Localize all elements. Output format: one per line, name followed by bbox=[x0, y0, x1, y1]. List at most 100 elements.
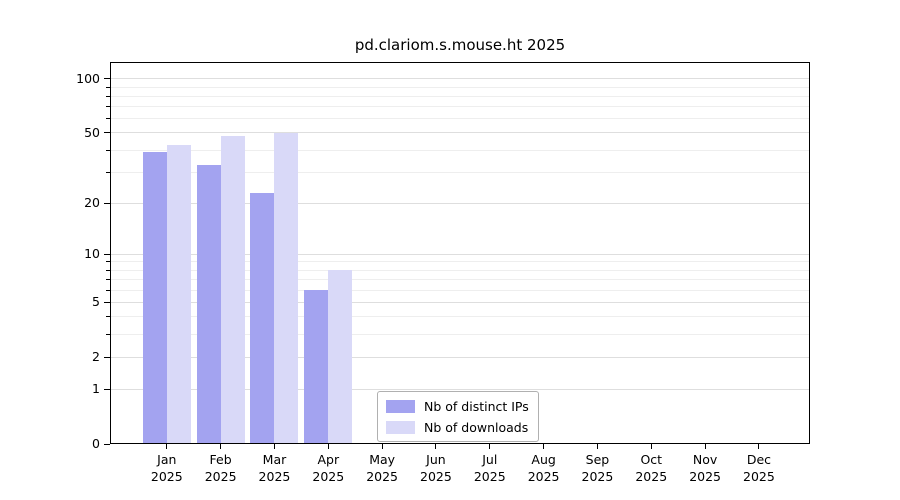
x-tick bbox=[381, 444, 383, 449]
y-minor-tick bbox=[106, 95, 110, 97]
legend-swatch-distinct-ips bbox=[386, 399, 415, 413]
legend-swatch-downloads bbox=[386, 420, 415, 434]
x-tick-label: Mar 2025 bbox=[246, 451, 302, 485]
y-minor-tick bbox=[106, 289, 110, 291]
y-major-tick bbox=[104, 301, 110, 303]
chart-title: pd.clariom.s.mouse.ht 2025 bbox=[354, 36, 566, 54]
x-label-year: 2025 bbox=[743, 469, 775, 484]
minor-gridline bbox=[111, 106, 809, 108]
x-label-month: Jul bbox=[482, 452, 498, 467]
x-label-year: 2025 bbox=[366, 469, 399, 484]
x-label-month: Jun bbox=[426, 452, 446, 467]
bar-downloads bbox=[328, 270, 353, 444]
minor-gridline bbox=[111, 333, 809, 335]
x-label-month: Jan bbox=[157, 452, 177, 467]
y-minor-tick bbox=[106, 86, 110, 88]
minor-gridline bbox=[111, 86, 809, 88]
x-label-month: Oct bbox=[640, 452, 663, 467]
bar-downloads bbox=[166, 144, 191, 444]
bar-downloads bbox=[274, 132, 299, 444]
major-gridline bbox=[111, 388, 809, 390]
legend-label: Nb of distinct IPs bbox=[424, 398, 529, 414]
y-minor-tick bbox=[106, 106, 110, 108]
y-minor-tick bbox=[106, 171, 110, 173]
y-major-tick bbox=[104, 443, 110, 445]
y-tick-label: 1 bbox=[92, 381, 100, 397]
x-tick-label: Jul 2025 bbox=[462, 451, 518, 485]
major-gridline bbox=[111, 202, 809, 204]
x-tick-label: Oct 2025 bbox=[623, 451, 679, 485]
y-tick-label: 5 bbox=[92, 294, 100, 310]
x-tick-label: Apr 2025 bbox=[300, 451, 356, 485]
x-label-month: May bbox=[369, 452, 396, 467]
x-label-month: Sep bbox=[585, 452, 610, 467]
major-gridline bbox=[111, 132, 809, 134]
legend: Nb of distinct IPs Nb of downloads bbox=[377, 391, 539, 442]
x-tick bbox=[758, 444, 760, 449]
x-tick bbox=[543, 444, 545, 449]
bar-distinct-ips bbox=[142, 152, 167, 444]
x-tick-label: Nov 2025 bbox=[677, 451, 733, 485]
x-label-month: Apr bbox=[317, 452, 340, 467]
minor-gridline bbox=[111, 118, 809, 120]
y-major-tick bbox=[104, 356, 110, 358]
x-tick-label: Sep 2025 bbox=[569, 451, 625, 485]
x-tick bbox=[327, 444, 329, 449]
x-tick bbox=[273, 444, 275, 449]
x-tick bbox=[166, 444, 168, 449]
x-tick-label: Aug 2025 bbox=[516, 451, 572, 485]
minor-gridline bbox=[111, 261, 809, 263]
y-tick-label: 0 bbox=[92, 436, 100, 451]
x-tick bbox=[596, 444, 598, 449]
legend-label: Nb of downloads bbox=[424, 419, 529, 435]
y-major-tick bbox=[104, 78, 110, 80]
x-tick bbox=[220, 444, 222, 449]
x-tick-label: Feb 2025 bbox=[193, 451, 249, 485]
x-label-year: 2025 bbox=[258, 469, 291, 484]
x-label-year: 2025 bbox=[420, 469, 452, 484]
minor-gridline bbox=[111, 171, 809, 173]
x-label-year: 2025 bbox=[150, 469, 183, 484]
minor-gridline bbox=[111, 95, 809, 97]
major-gridline bbox=[111, 301, 809, 303]
major-gridline bbox=[111, 78, 809, 80]
x-label-year: 2025 bbox=[635, 469, 668, 484]
x-label-year: 2025 bbox=[581, 469, 614, 484]
minor-gridline bbox=[111, 316, 809, 318]
x-label-year: 2025 bbox=[527, 469, 560, 484]
x-label-month: Nov bbox=[692, 452, 718, 467]
bar-distinct-ips bbox=[250, 192, 275, 444]
y-minor-tick bbox=[106, 261, 110, 263]
minor-gridline bbox=[111, 149, 809, 151]
x-label-year: 2025 bbox=[312, 469, 345, 484]
legend-item: Nb of distinct IPs bbox=[386, 397, 529, 415]
x-label-year: 2025 bbox=[204, 469, 237, 484]
bar-distinct-ips bbox=[196, 164, 221, 444]
y-tick-label: 50 bbox=[84, 124, 100, 140]
x-tick bbox=[704, 444, 706, 449]
bar-downloads bbox=[220, 136, 245, 444]
legend-item: Nb of downloads bbox=[386, 418, 529, 436]
x-label-year: 2025 bbox=[473, 469, 506, 484]
bar-distinct-ips bbox=[304, 290, 329, 444]
y-minor-tick bbox=[106, 333, 110, 335]
y-tick-label: 10 bbox=[84, 246, 100, 262]
minor-gridline bbox=[111, 289, 809, 291]
y-major-tick bbox=[104, 202, 110, 204]
major-gridline bbox=[111, 356, 809, 358]
y-major-tick bbox=[104, 388, 110, 390]
y-minor-tick bbox=[106, 149, 110, 151]
x-label-month: Dec bbox=[746, 452, 772, 467]
x-tick-label: Jan 2025 bbox=[139, 451, 195, 485]
x-tick-label: Jun 2025 bbox=[408, 451, 464, 485]
x-label-month: Feb bbox=[209, 452, 232, 467]
y-tick-label: 2 bbox=[92, 349, 100, 365]
x-tick bbox=[489, 444, 491, 449]
y-minor-tick bbox=[106, 316, 110, 318]
y-major-tick bbox=[104, 253, 110, 255]
x-tick bbox=[650, 444, 652, 449]
x-label-year: 2025 bbox=[689, 469, 721, 484]
x-tick bbox=[435, 444, 437, 449]
y-tick-label: 20 bbox=[84, 195, 100, 211]
